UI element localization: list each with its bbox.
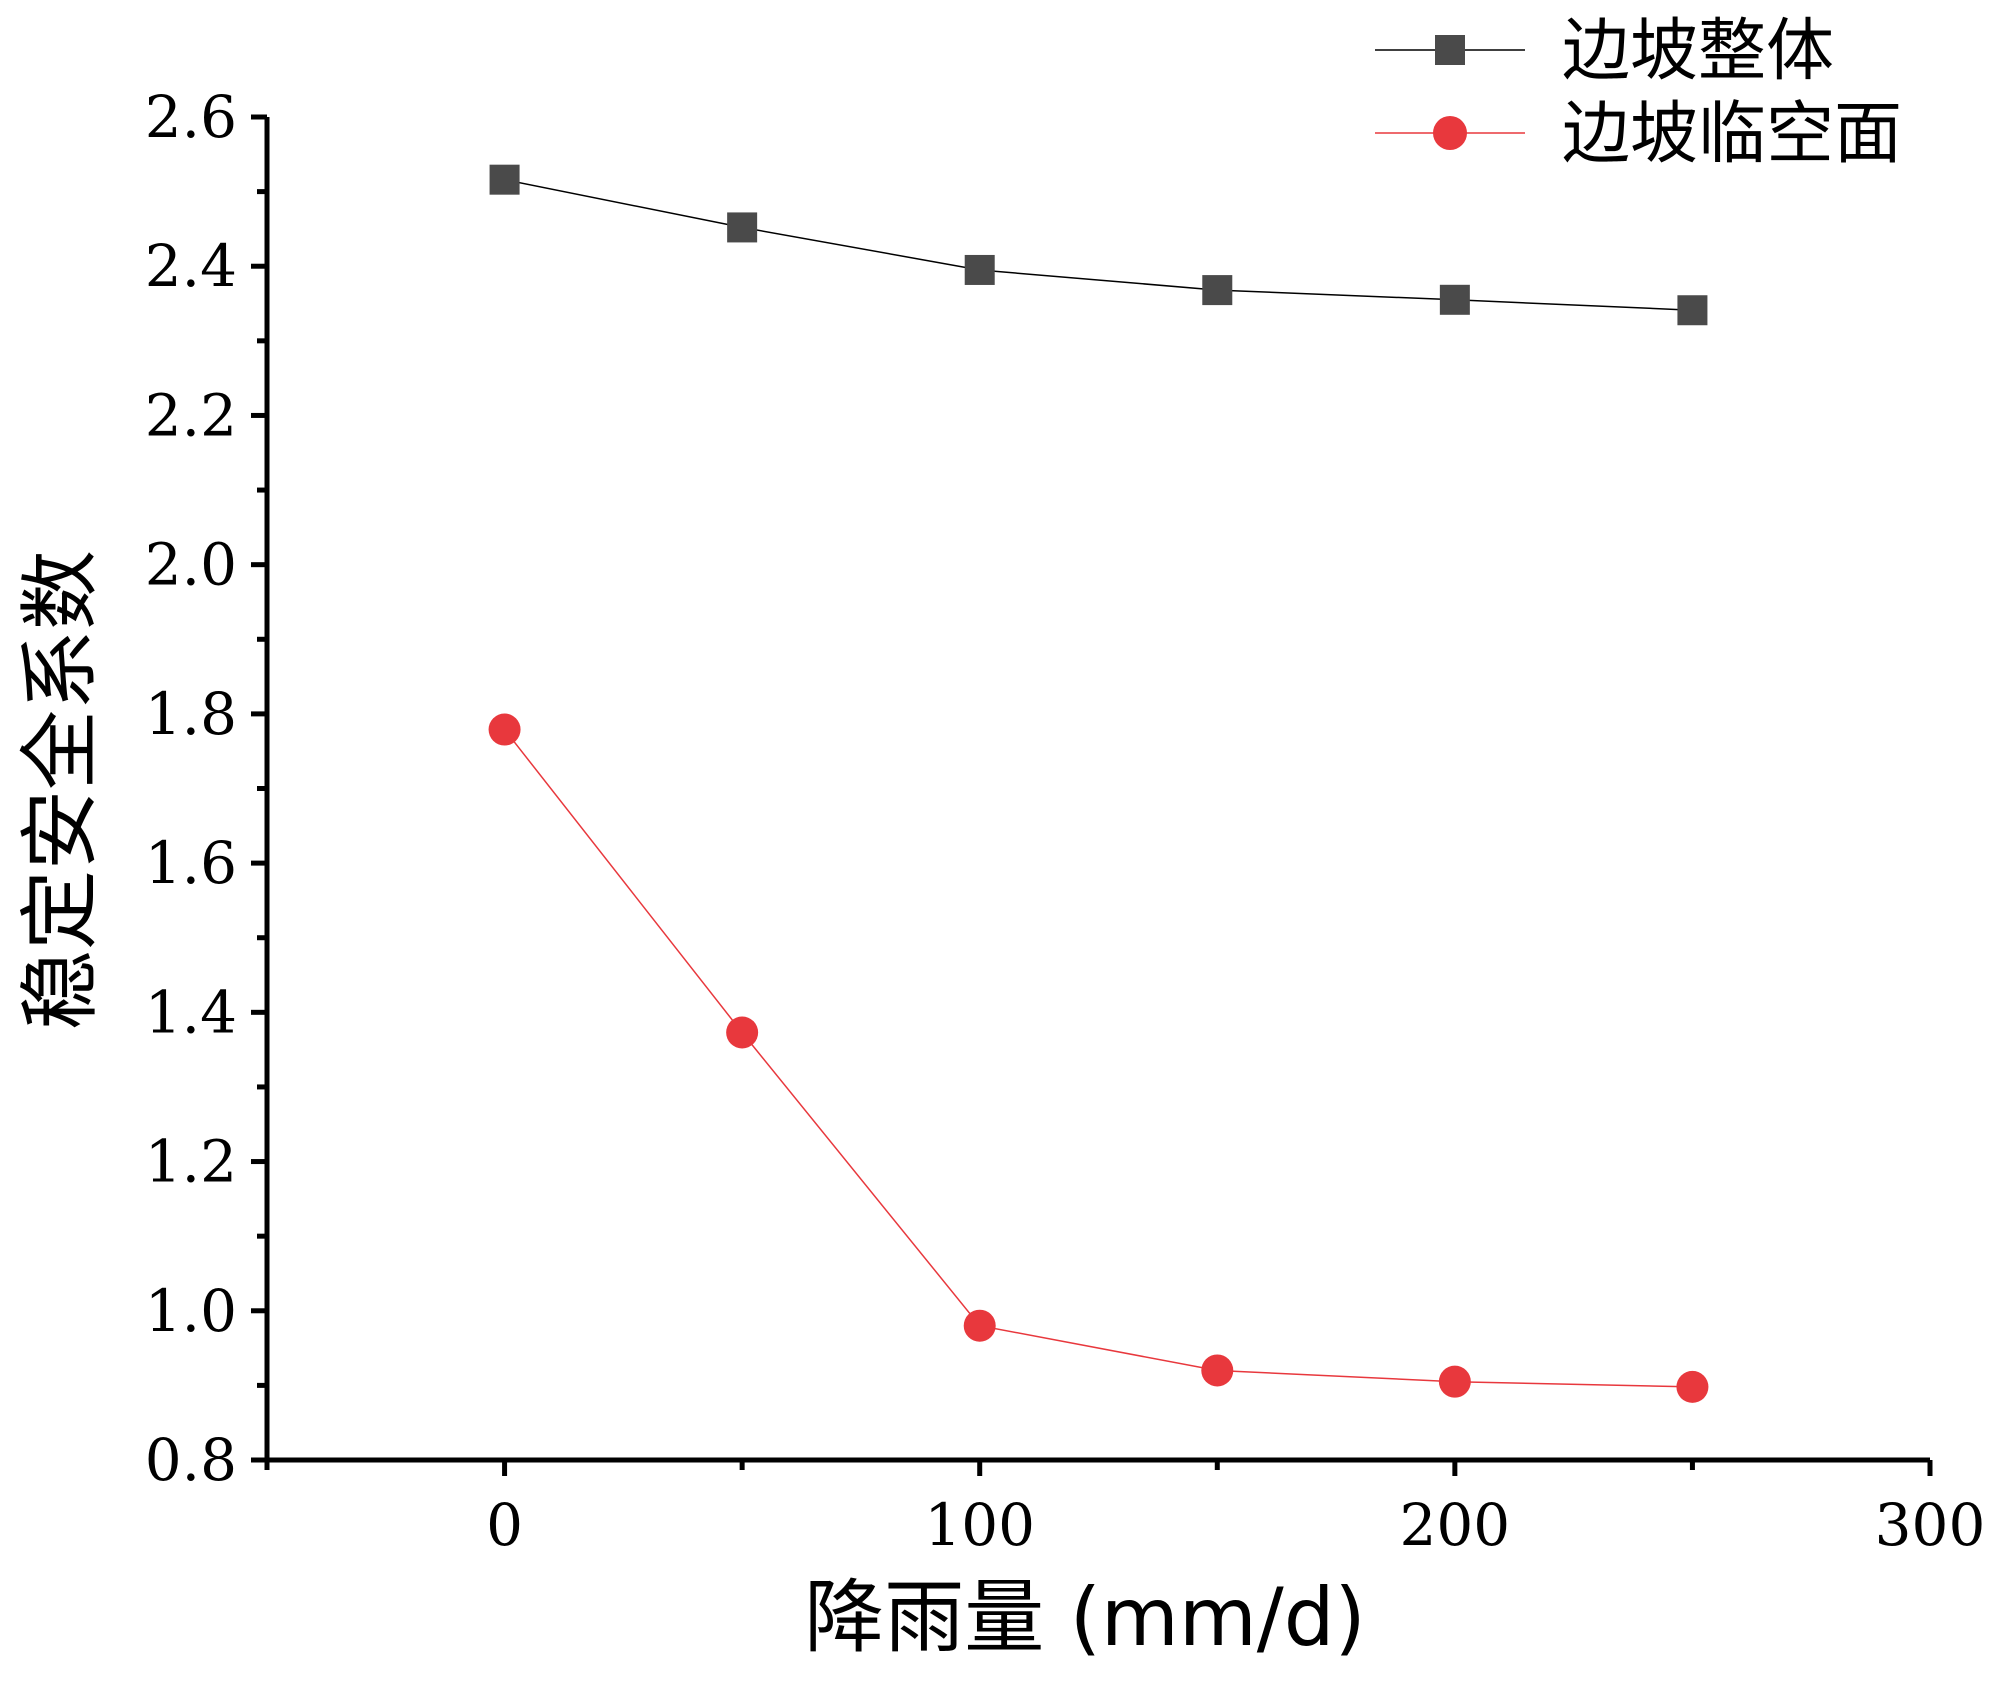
y-tick-label: 1.2 <box>145 1128 237 1196</box>
legend-label-series-1: 边坡整体 <box>1562 12 1834 91</box>
legend-marker-circle <box>1433 116 1467 150</box>
y-ticks: 0.8 1.0 1.2 1.4 1.6 1.8 2.0 2.2 2.4 2.6 <box>145 83 267 1494</box>
y-tick-label: 2.6 <box>145 83 237 151</box>
series-2-point <box>1676 1370 1709 1403</box>
y-axis-title: 稳定安全系数 <box>14 550 107 1030</box>
x-tick-label: 200 <box>1399 1491 1510 1559</box>
legend: 边坡整体 边坡临空面 <box>1375 12 1902 174</box>
y-tick-label: 1.8 <box>145 680 237 748</box>
series-2-point <box>1438 1365 1471 1398</box>
y-tick-label: 2.2 <box>145 381 237 449</box>
y-tick-label: 1.6 <box>145 829 237 897</box>
y-tick-label: 2.4 <box>145 232 237 300</box>
y-tick-label: 1.0 <box>145 1277 237 1345</box>
series-1-point <box>727 212 758 243</box>
series-1-point <box>964 254 995 285</box>
series-2-point <box>488 713 521 746</box>
x-axis-title: 降雨量 (mm/d) <box>804 1571 1365 1664</box>
series-line-1 <box>504 178 1693 311</box>
x-ticks: 0 100 200 300 <box>264 1460 1986 1559</box>
series-1-point <box>1677 295 1708 326</box>
x-tick-label: 0 <box>486 1491 523 1559</box>
legend-marker-square <box>1435 35 1465 65</box>
x-tick-label: 100 <box>924 1491 1035 1559</box>
series-1-point <box>489 164 520 195</box>
series-layer <box>488 164 1709 1403</box>
legend-label-series-2: 边坡临空面 <box>1562 95 1902 174</box>
series-line-2 <box>504 729 1693 1388</box>
series-2-point <box>726 1016 759 1049</box>
y-tick-label: 2.0 <box>145 531 237 599</box>
y-tick-label: 0.8 <box>145 1426 237 1494</box>
series-1-point <box>1202 275 1233 306</box>
series-2-point <box>1201 1354 1234 1387</box>
x-tick-label: 300 <box>1875 1491 1986 1559</box>
series-2-point <box>963 1309 996 1342</box>
y-tick-label: 1.4 <box>145 978 237 1046</box>
series-1-point <box>1439 284 1470 315</box>
